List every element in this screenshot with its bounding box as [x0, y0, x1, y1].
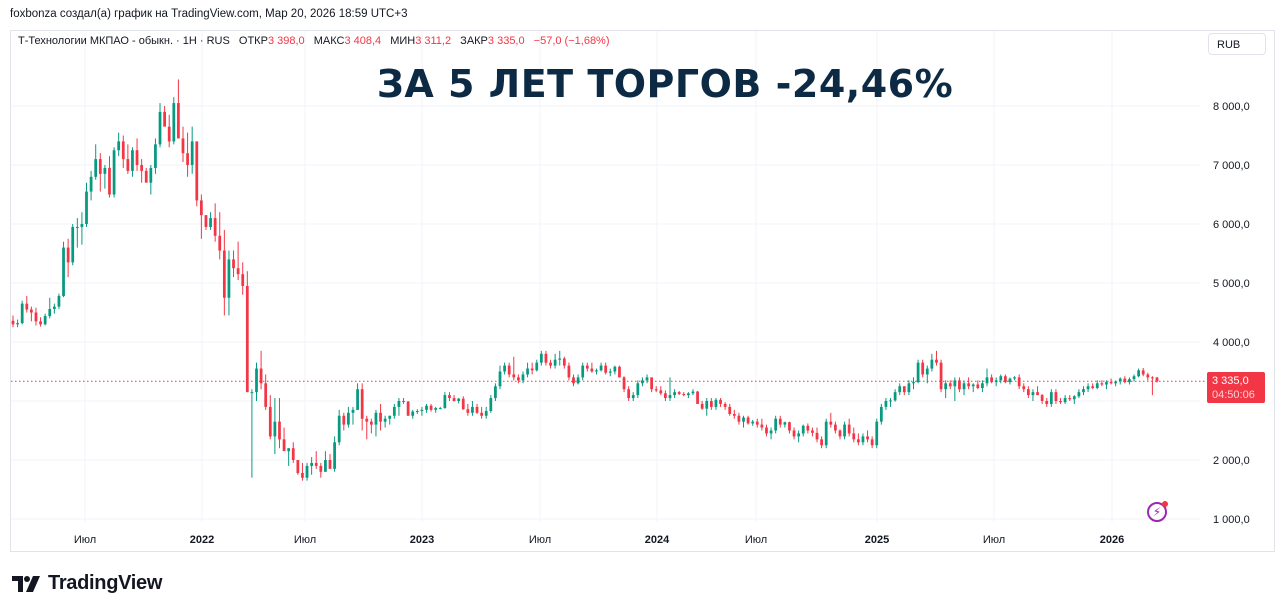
symbol-legend: Т-Технологии МКПАО - обыкн. · 1Н · RUS О…: [18, 35, 610, 47]
tradingview-logo[interactable]: TradingView: [12, 572, 162, 595]
headline-annotation: ЗА 5 ЛЕТ ТОРГОВ -24,46%: [376, 62, 954, 106]
close-label: ЗАКР: [460, 35, 488, 47]
price-tick-label: 4 000,0: [1213, 337, 1250, 349]
notification-dot: [1162, 501, 1168, 507]
last-price-value: 3 335,0: [1212, 375, 1249, 387]
high-label: МАКС: [313, 35, 345, 47]
price-tick-label: 8 000,0: [1213, 101, 1250, 113]
price-tick-label: 5 000,0: [1213, 278, 1250, 290]
time-tick-label: Июл: [983, 534, 1005, 546]
price-tick-label: 6 000,0: [1213, 219, 1250, 231]
symbol-name[interactable]: Т-Технологии МКПАО - обыкн. · 1Н · RUS: [18, 35, 230, 47]
time-tick-label: 2023: [410, 534, 434, 546]
change-value: −57,0 (−1,68%): [533, 35, 610, 47]
close-value: 3 335,0: [487, 35, 525, 47]
tradingview-logo-icon: [12, 575, 40, 592]
time-tick-label: 2024: [645, 534, 670, 546]
open-value: 3 398,0: [267, 35, 305, 47]
chart-credit: foxbonza создал(а) график на TradingView…: [10, 8, 408, 20]
price-tick-label: 7 000,0: [1213, 160, 1250, 172]
price-tick-label: 2 000,0: [1213, 455, 1250, 467]
candles: [11, 79, 1159, 481]
price-tick-label: 1 000,0: [1213, 514, 1250, 526]
bar-countdown: 04:50:06: [1212, 389, 1255, 401]
time-tick-label: Июл: [74, 534, 96, 546]
logo-text: TradingView: [48, 572, 163, 594]
time-tick-label: 2026: [1100, 534, 1124, 546]
low-label: МИН: [390, 35, 416, 47]
high-value: 3 408,4: [344, 35, 382, 47]
last-price-tag: 3 335,0 04:50:06: [1207, 372, 1265, 403]
low-value: 3 311,2: [415, 35, 452, 47]
price-axis[interactable]: 8 000,0 7 000,0 6 000,0 5 000,0 4 000,0 2 000…: [1213, 101, 1250, 526]
time-tick-label: Июл: [745, 534, 767, 546]
lightning-icon[interactable]: ⚡: [1147, 501, 1168, 522]
currency-button[interactable]: RUB: [1208, 33, 1266, 55]
time-tick-label: 2025: [865, 534, 889, 546]
time-tick-label: Июл: [529, 534, 551, 546]
time-tick-label: 2022: [190, 534, 214, 546]
time-axis[interactable]: Июл 2022 Июл 2023 Июл 2024 Июл 2025 Июл 2026: [74, 534, 1124, 546]
open-label: ОТКР: [238, 35, 268, 47]
chart-frame: [10, 30, 1275, 552]
time-tick-label: Июл: [294, 534, 316, 546]
